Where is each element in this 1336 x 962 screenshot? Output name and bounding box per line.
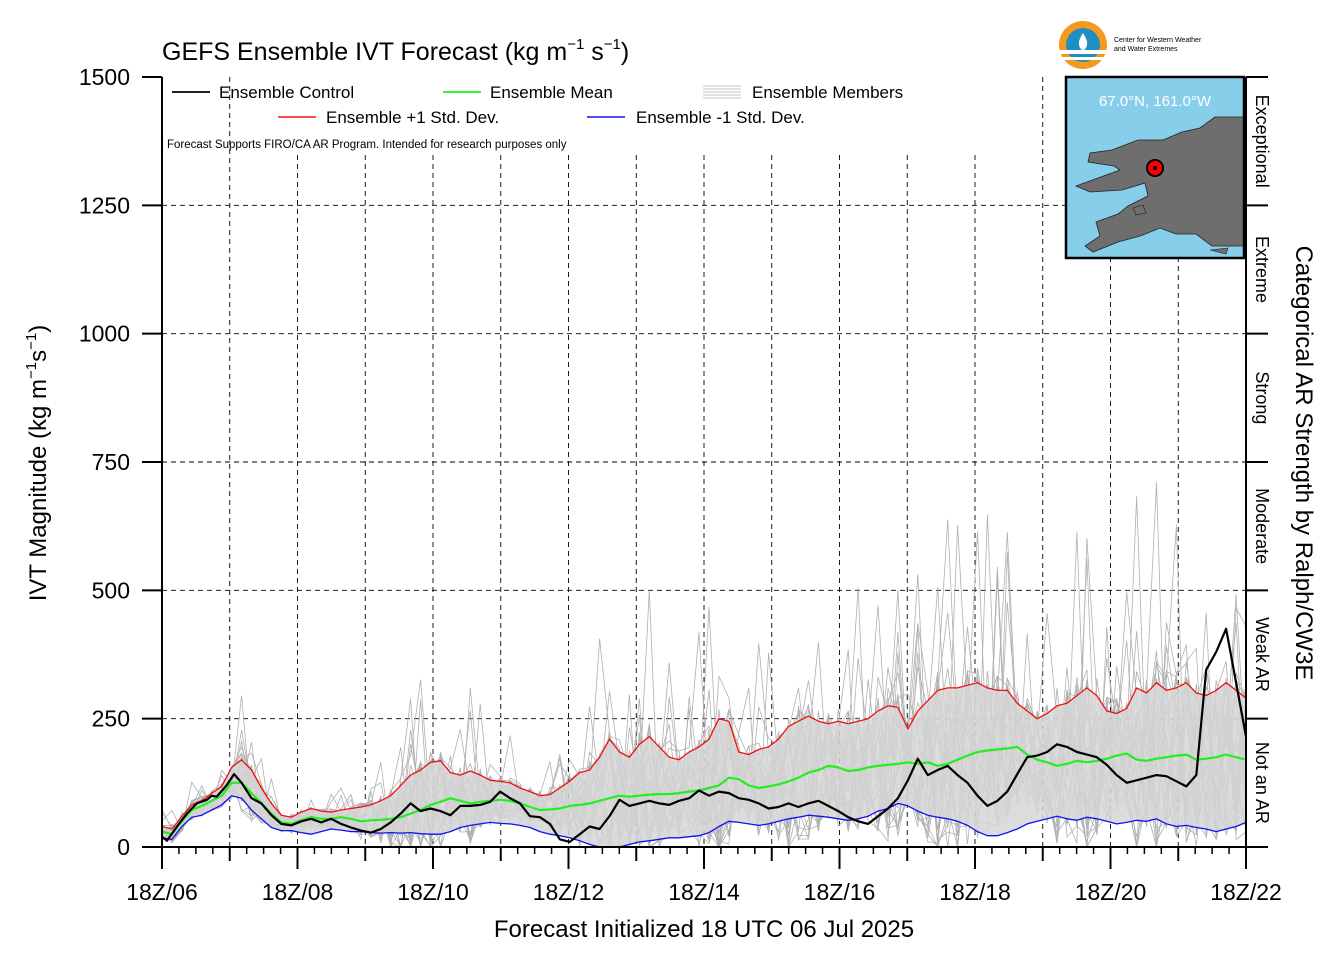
y-tick-label: 750 <box>92 449 130 475</box>
legend-members: Ensemble Members <box>752 83 903 102</box>
x-tick-label: 18Z/16 <box>804 879 876 905</box>
x-tick-label: 18Z/06 <box>126 879 198 905</box>
legend-mean: Ensemble Mean <box>490 83 613 102</box>
right-axis-label: Categorical AR Strength by Ralph/CW3E <box>1290 246 1317 681</box>
axes <box>142 76 1268 869</box>
series-lines <box>162 627 1246 847</box>
chart-title: GEFS Ensemble IVT Forecast (kg m−1 s−1) <box>162 36 629 66</box>
series-minus-sd <box>162 795 1246 847</box>
inset-map: 67.0°N, 161.0°W <box>1064 75 1246 260</box>
x-tick-labels: 18Z/06 18Z/08 18Z/10 18Z/12 18Z/14 18Z/16 18Z/… <box>126 879 1282 905</box>
category-label: Weak AR <box>1252 617 1272 692</box>
legend-plus-sd: Ensemble +1 Std. Dev. <box>326 108 499 127</box>
inset-location-label: 67.0°N, 161.0°W <box>1099 93 1212 110</box>
category-label: Exceptional <box>1252 95 1272 188</box>
series-control <box>162 627 1246 843</box>
inset-land <box>1074 116 1245 253</box>
x-axis-label: Forecast Initialized 18 UTC 06 Jul 2025 <box>494 916 914 943</box>
y-tick-label: 1500 <box>79 64 130 90</box>
legend-minus-sd: Ensemble -1 Std. Dev. <box>636 108 805 127</box>
x-tick-label: 18Z/14 <box>668 879 740 905</box>
y-tick-label: 0 <box>117 834 130 860</box>
x-tick-label: 18Z/08 <box>262 879 334 905</box>
y-tick-label: 250 <box>92 706 130 732</box>
disclaimer-note: Forecast Supports FIRO/CA AR Program. In… <box>167 139 567 151</box>
svg-text:Center for Western Weather: Center for Western Weather <box>1114 37 1202 44</box>
category-label: Not an AR <box>1252 742 1272 824</box>
y-tick-label: 1250 <box>79 192 130 218</box>
std-dev-band <box>162 682 1246 847</box>
x-tick-label: 18Z/12 <box>533 879 605 905</box>
category-label: Extreme <box>1252 236 1272 303</box>
y-tick-labels: 0 250 500 750 1000 1250 1500 <box>79 64 130 860</box>
y-axis-label: IVT Magnitude (kg m−1s−1) <box>23 325 52 602</box>
svg-text:and Water Extremes: and Water Extremes <box>1114 46 1178 53</box>
y-tick-label: 500 <box>92 577 130 603</box>
legend: Ensemble Control Ensemble Mean Ensemble … <box>167 83 903 151</box>
x-tick-label: 18Z/22 <box>1210 879 1282 905</box>
series-plus-sd <box>162 682 1246 830</box>
x-tick-label: 18Z/18 <box>939 879 1011 905</box>
cw3e-logo: Center for Western Weather and Water Ext… <box>1059 21 1202 69</box>
x-tick-label: 18Z/20 <box>1075 879 1147 905</box>
category-label: Moderate <box>1252 488 1272 564</box>
ar-category-labels: Exceptional Extreme Strong Moderate Weak AR N… <box>1252 95 1272 824</box>
y-tick-label: 1000 <box>79 321 130 347</box>
series-mean <box>162 745 1246 836</box>
legend-control: Ensemble Control <box>219 83 354 102</box>
x-tick-label: 18Z/10 <box>397 879 469 905</box>
category-label: Strong <box>1252 371 1272 424</box>
